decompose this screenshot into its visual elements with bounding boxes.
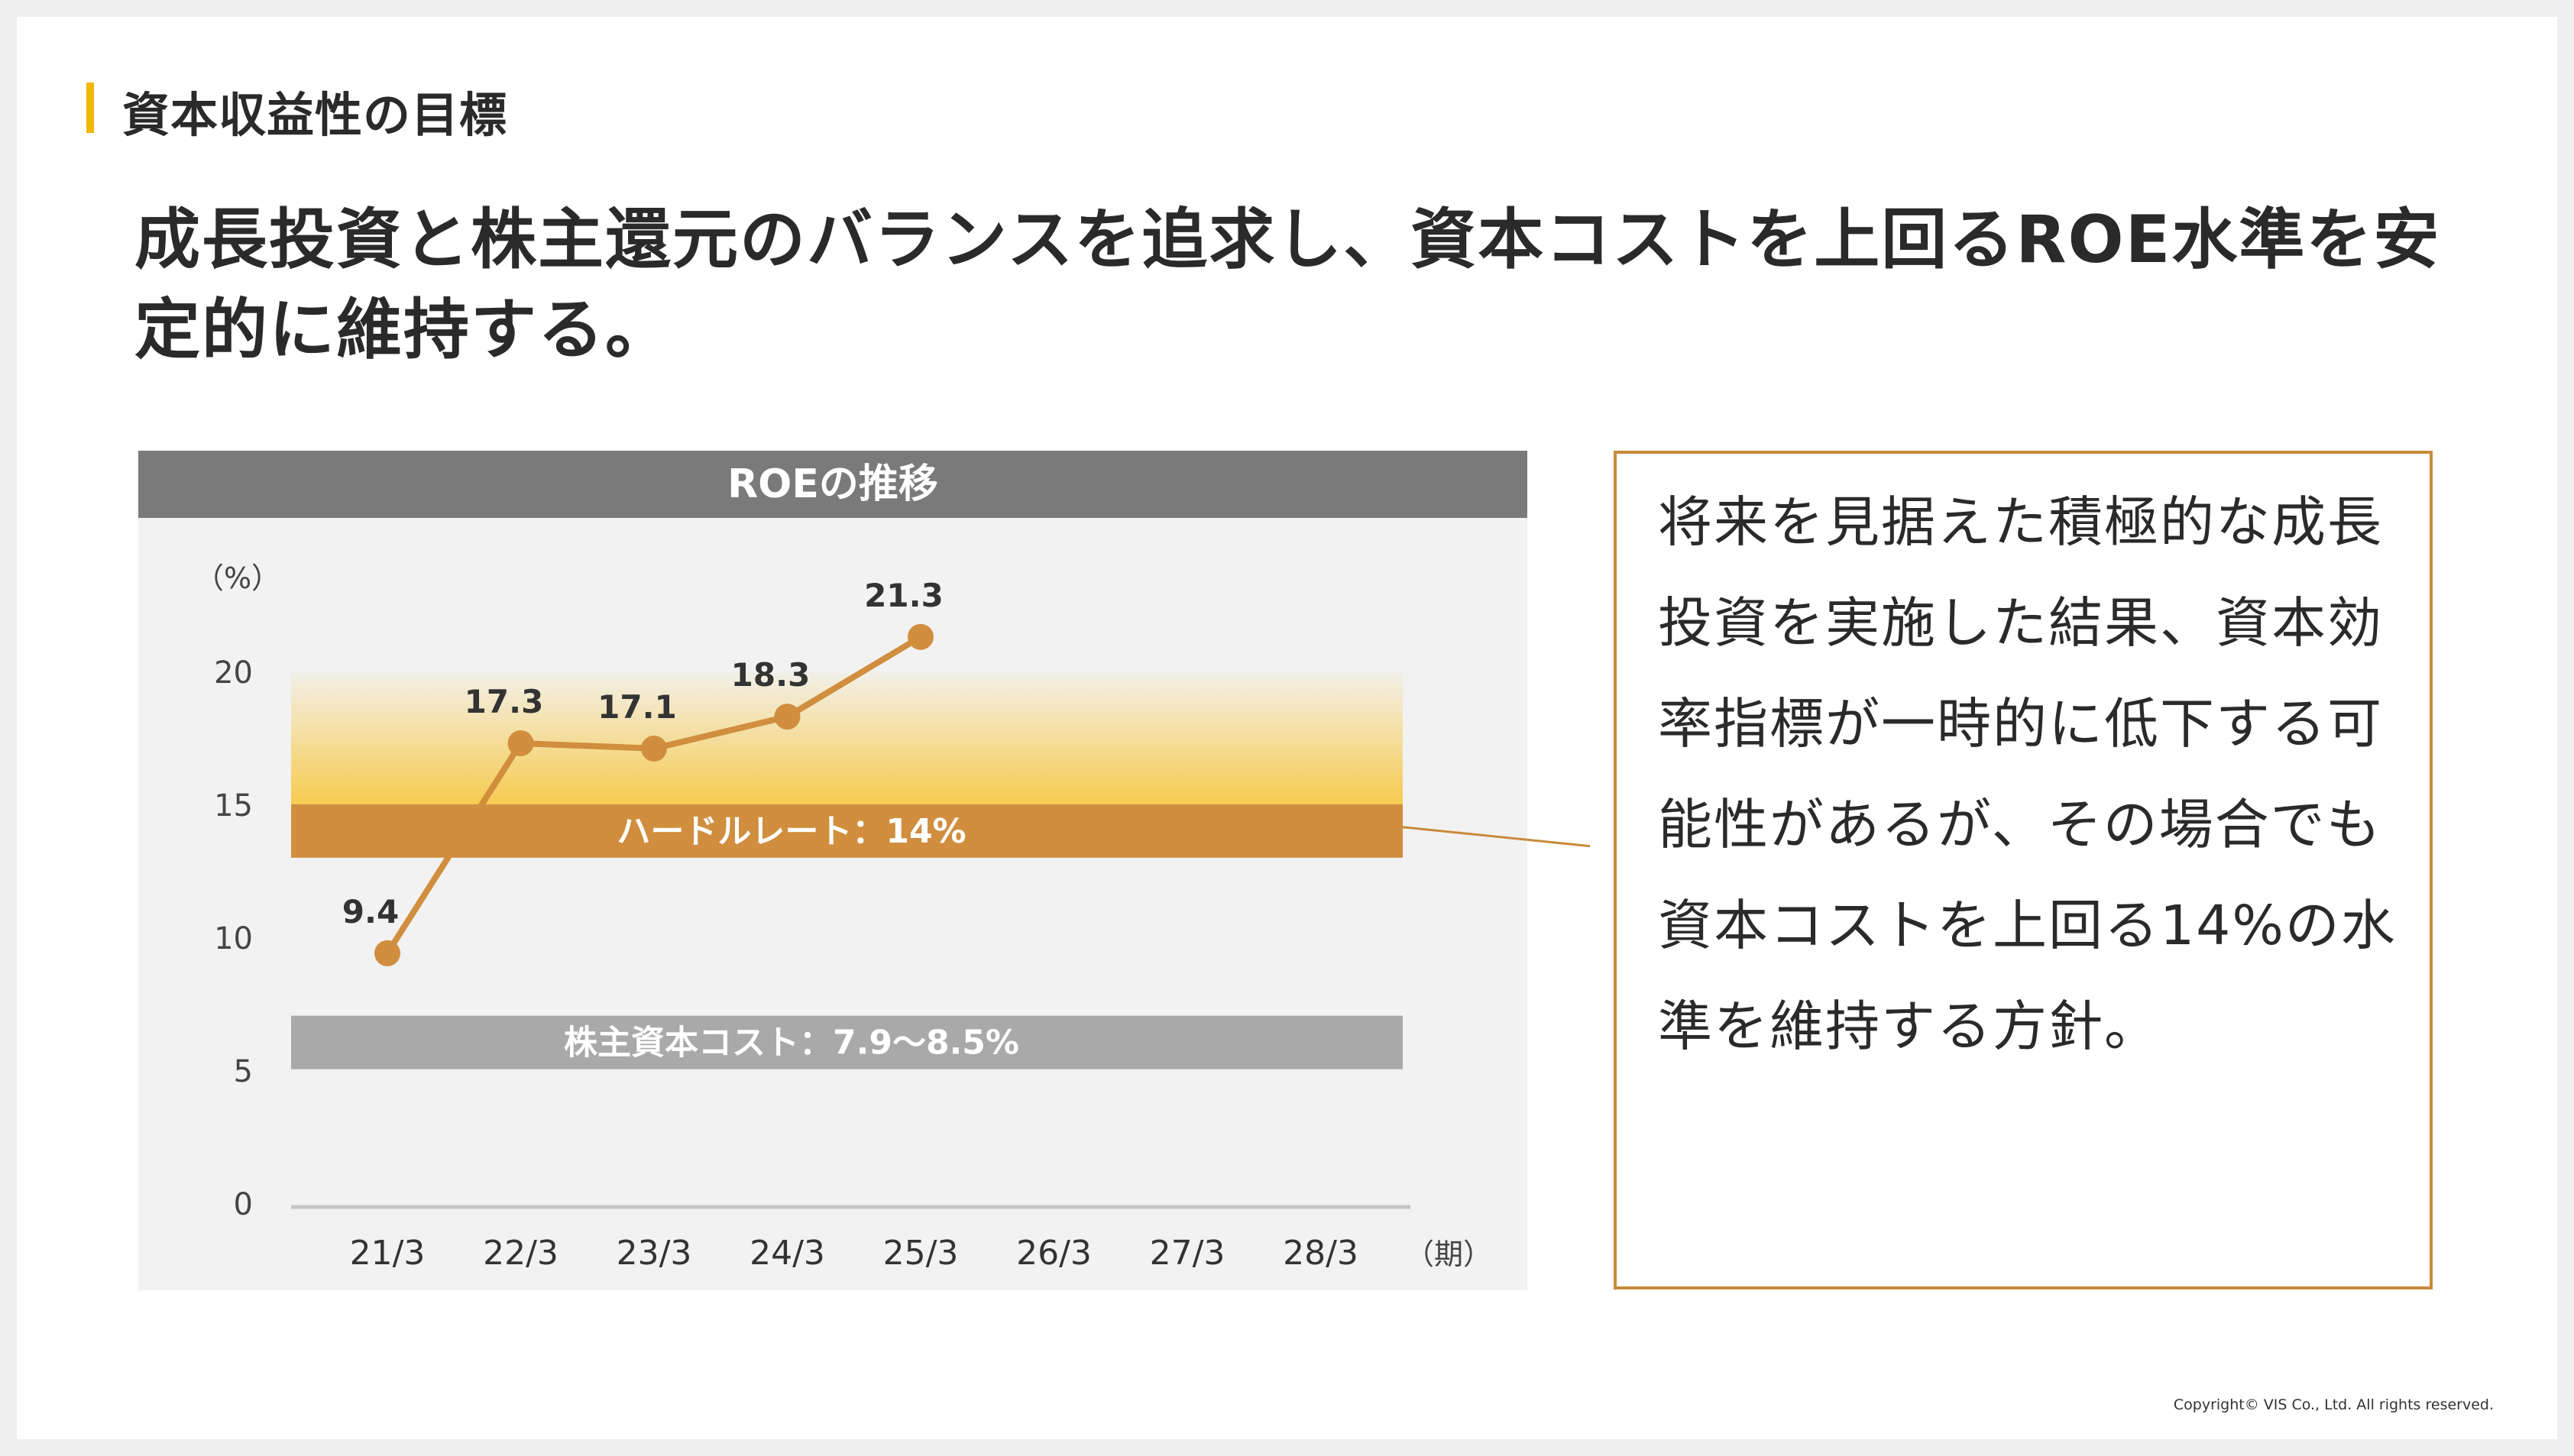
section-title: 資本収益性の目標 <box>122 87 508 143</box>
y-tick-label: 0 <box>234 1187 253 1222</box>
equity-cost-label: 株主資本コスト：7.9〜8.5% <box>564 1024 1019 1063</box>
y-tick-label: 20 <box>214 655 253 691</box>
x-axis-unit: （期） <box>1405 1238 1492 1271</box>
roe-data-label: 9.4 <box>342 893 399 930</box>
x-tick-label: 26/3 <box>1016 1234 1092 1273</box>
roe-line-chart: ハードルレート：14% 株主資本コスト：7.9〜8.5% 0 5 10 15 20 （%） 21… <box>195 561 1590 1273</box>
roe-data-label: 17.3 <box>465 683 544 720</box>
roe-data-point <box>374 940 400 966</box>
note-box <box>1614 451 2433 1289</box>
y-tick-label: 5 <box>234 1054 253 1089</box>
target-gradient-zone <box>291 671 1403 804</box>
x-tick-label: 28/3 <box>1283 1234 1358 1273</box>
headline: 成長投資と株主還元のバランスを追求し、資本コストを上回るROE水準を安定的に維持… <box>134 202 2441 368</box>
chart-title: ROEの推移 <box>138 451 1527 518</box>
section-accent-bar <box>86 83 94 133</box>
x-tick-label: 25/3 <box>883 1234 959 1273</box>
roe-data-label: 21.3 <box>864 577 944 614</box>
x-tick-label: 22/3 <box>483 1234 559 1273</box>
hurdle-rate-label: ハードルレート：14% <box>617 812 966 851</box>
y-tick-label: 10 <box>214 921 253 956</box>
roe-data-point <box>908 623 934 650</box>
x-tick-label: 23/3 <box>617 1234 692 1273</box>
roe-data-label: 18.3 <box>731 656 811 694</box>
y-tick-label: 15 <box>214 788 253 823</box>
roe-data-point <box>507 730 534 756</box>
roe-data-point <box>641 735 667 762</box>
roe-data-label: 17.1 <box>597 688 677 726</box>
x-tick-label: 21/3 <box>350 1234 426 1273</box>
chart-area <box>138 451 1527 1290</box>
note-text: 将来を見据えた積極的な成長投資を実施した結果、資本効率指標が一時的に低下する可能… <box>1658 490 2397 1058</box>
x-tick-label: 24/3 <box>750 1234 825 1273</box>
y-axis-unit: （%） <box>195 561 280 595</box>
hurdle-connector-line <box>1402 826 1590 848</box>
roe-data-point <box>774 704 801 730</box>
equity-cost-band <box>291 1015 1403 1069</box>
copyright: Copyright© VIS Co., Ltd. All rights rese… <box>2173 1396 2494 1413</box>
x-tick-label: 27/3 <box>1150 1234 1225 1273</box>
